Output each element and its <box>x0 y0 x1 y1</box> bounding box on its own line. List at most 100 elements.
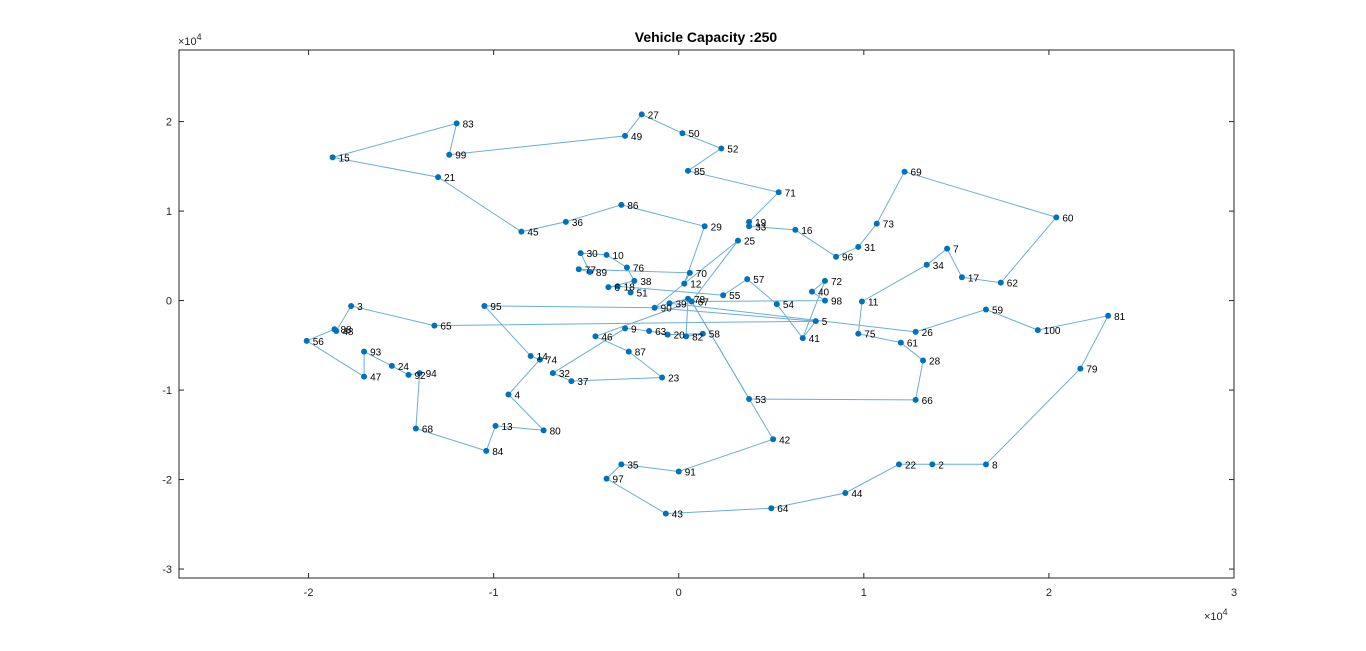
node-marker-80 <box>540 427 547 434</box>
node-label-99: 99 <box>455 151 467 162</box>
node-marker-12 <box>681 280 688 287</box>
node-label-38: 38 <box>640 277 652 288</box>
node-label-100: 100 <box>1044 326 1061 337</box>
node-marker-46 <box>592 333 599 340</box>
y-tick-label: 1 <box>166 206 172 218</box>
node-marker-89 <box>586 268 593 275</box>
node-label-66: 66 <box>922 396 934 407</box>
node-label-69: 69 <box>911 168 923 179</box>
node-marker-52 <box>718 145 725 152</box>
node-label-42: 42 <box>779 435 791 446</box>
node-label-97: 97 <box>613 475 625 486</box>
node-marker-75 <box>855 330 862 337</box>
node-label-59: 59 <box>992 306 1004 317</box>
node-label-12: 12 <box>690 280 702 291</box>
node-marker-42 <box>770 436 777 443</box>
svg-text:×104: ×104 <box>178 32 202 48</box>
node-label-80: 80 <box>550 426 562 437</box>
node-marker-7 <box>944 245 951 252</box>
node-marker-73 <box>873 220 880 227</box>
node-marker-15 <box>329 154 336 161</box>
node-label-87: 87 <box>635 348 647 359</box>
node-label-88: 88 <box>340 325 352 336</box>
node-label-50: 50 <box>688 129 700 140</box>
y-tick-label: -3 <box>162 564 172 576</box>
node-marker-88 <box>331 326 338 333</box>
node-label-17: 17 <box>968 273 980 284</box>
node-marker-4 <box>505 391 512 398</box>
node-label-82: 82 <box>692 332 704 343</box>
node-marker-66 <box>912 396 919 403</box>
node-labels: 2345678910111213141516171819202122232425… <box>313 110 1126 520</box>
node-marker-69 <box>901 168 908 175</box>
node-marker-20 <box>664 331 671 338</box>
node-marker-35 <box>618 461 625 468</box>
node-marker-77 <box>575 266 582 273</box>
node-marker-58 <box>699 330 706 337</box>
node-marker-43 <box>662 510 669 517</box>
x-tick-label: 3 <box>1231 587 1237 599</box>
node-label-96: 96 <box>842 253 854 264</box>
node-marker-59 <box>982 306 989 313</box>
node-marker-10 <box>603 251 610 258</box>
y-scale-factor: ×104 <box>178 32 202 48</box>
node-marker-93 <box>361 348 368 355</box>
node-marker-61 <box>897 339 904 346</box>
node-label-51: 51 <box>637 289 649 300</box>
x-scale-factor: ×104 <box>1204 607 1228 623</box>
node-marker-6 <box>605 284 612 291</box>
node-marker-47 <box>361 373 368 380</box>
node-marker-13 <box>492 422 499 429</box>
node-label-9: 9 <box>631 324 637 335</box>
node-marker-11 <box>858 298 865 305</box>
node-label-64: 64 <box>777 504 789 515</box>
node-label-41: 41 <box>809 334 821 345</box>
node-marker-86 <box>618 201 625 208</box>
node-label-67: 67 <box>698 297 710 308</box>
node-label-22: 22 <box>905 460 917 471</box>
node-marker-90 <box>651 304 658 311</box>
node-label-15: 15 <box>339 153 351 164</box>
node-label-7: 7 <box>953 245 959 256</box>
node-marker-97 <box>603 475 610 482</box>
node-marker-100 <box>1034 327 1041 334</box>
node-marker-34 <box>923 261 930 268</box>
x-tick-label: 2 <box>1046 587 1052 599</box>
node-marker-85 <box>684 167 691 174</box>
node-label-93: 93 <box>370 348 382 359</box>
node-marker-31 <box>855 243 862 250</box>
node-marker-17 <box>958 274 965 281</box>
y-tick-label: -1 <box>162 385 172 397</box>
node-marker-98 <box>821 297 828 304</box>
node-label-26: 26 <box>922 328 934 339</box>
route-line-1 <box>332 113 1058 401</box>
node-label-49: 49 <box>631 132 643 143</box>
node-marker-18 <box>614 283 621 290</box>
node-label-79: 79 <box>1086 365 1098 376</box>
node-marker-2 <box>929 461 936 468</box>
node-label-94: 94 <box>426 369 438 380</box>
node-label-48: 48 <box>342 327 354 338</box>
node-label-39: 39 <box>675 299 687 310</box>
y-scale-base: ×10 <box>178 36 197 48</box>
node-label-36: 36 <box>572 218 584 229</box>
node-label-58: 58 <box>709 330 721 341</box>
x-tick-label: -2 <box>304 587 314 599</box>
node-label-57: 57 <box>753 275 765 286</box>
node-marker-83 <box>453 120 460 127</box>
node-label-74: 74 <box>546 356 558 367</box>
y-tick-label: 0 <box>166 296 172 308</box>
node-label-16: 16 <box>801 226 813 237</box>
route-line-2 <box>305 240 1110 515</box>
node-label-90: 90 <box>661 304 673 315</box>
node-marker-78 <box>684 295 691 302</box>
node-label-31: 31 <box>864 243 876 254</box>
node-label-27: 27 <box>648 110 660 121</box>
y-scale-exponent: 4 <box>197 32 202 42</box>
node-markers <box>303 111 1112 517</box>
node-marker-22 <box>895 461 902 468</box>
node-marker-95 <box>481 302 488 309</box>
node-label-60: 60 <box>1062 213 1074 224</box>
